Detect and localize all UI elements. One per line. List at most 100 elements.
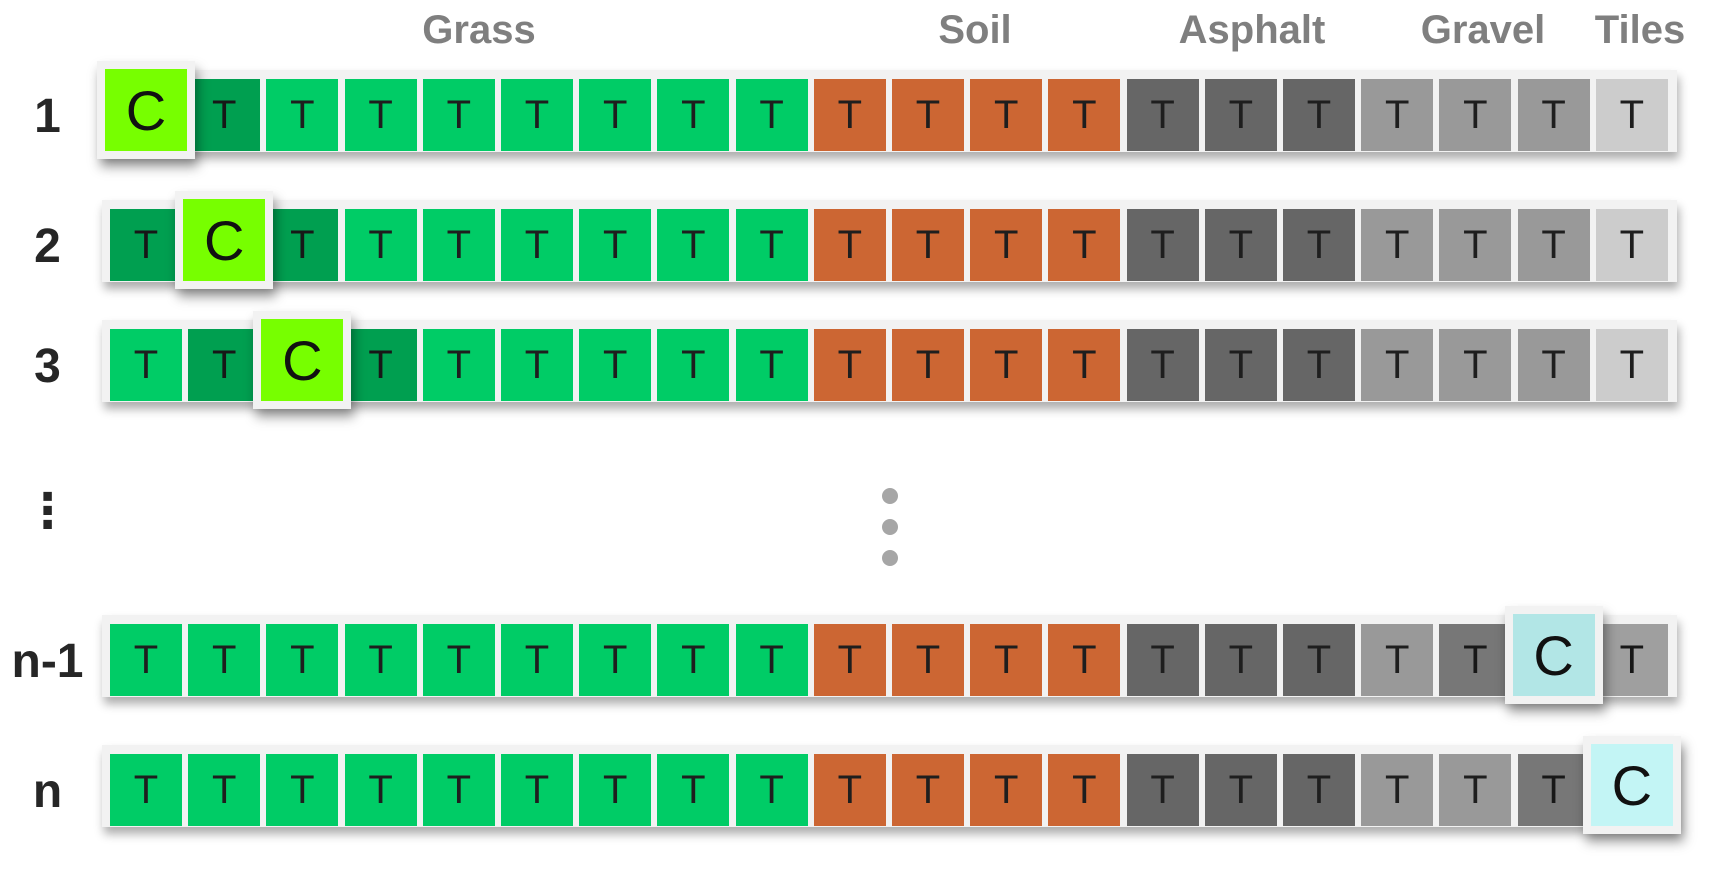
row-label: 2: [34, 220, 61, 273]
ellipsis-dot: [882, 550, 898, 566]
cell-tiles: T: [1595, 329, 1668, 401]
cell-grass: T: [344, 329, 417, 401]
cell-soil: T: [970, 209, 1043, 281]
cell-gravel: T: [1361, 209, 1434, 281]
cell-grass: T: [735, 329, 808, 401]
center-cell: C: [175, 191, 274, 289]
cell-soil: T: [813, 754, 886, 826]
cell-gravel: T: [1361, 329, 1434, 401]
cell-gravel: T: [1517, 329, 1590, 401]
row-label: 3: [34, 340, 61, 393]
cell-gravel: T: [1361, 79, 1434, 151]
cell-gravel: T: [1517, 79, 1590, 151]
vertical-ellipsis: [880, 488, 900, 568]
cell-asphalt: T: [1283, 329, 1355, 401]
cell-asphalt: T: [1283, 754, 1355, 826]
cell-soil: T: [1048, 329, 1121, 401]
cell-grass: T: [188, 754, 261, 826]
cell-grass: T: [657, 329, 730, 401]
cell-soil: T: [813, 79, 886, 151]
cell-asphalt: T: [1204, 209, 1277, 281]
cell-grass: T: [266, 209, 339, 281]
cell-gravel: T: [1517, 754, 1590, 826]
cell-soil: T: [970, 79, 1043, 151]
cell-gravel: T: [1439, 329, 1512, 401]
cell-grass: T: [501, 209, 573, 281]
cell-gravel: T: [1361, 624, 1434, 696]
cell-soil: T: [813, 209, 886, 281]
cell-grass: T: [501, 754, 573, 826]
cell-grass: T: [657, 209, 730, 281]
cell-tiles: T: [1595, 79, 1668, 151]
row-ellipsis: ⋮: [23, 485, 72, 538]
cell-grass: T: [110, 329, 182, 401]
cell-grass: T: [579, 624, 652, 696]
cell-grass: T: [188, 624, 261, 696]
cell-tiles: T: [1595, 624, 1668, 696]
header-soil: Soil: [938, 8, 1012, 52]
cell-grass: T: [110, 209, 182, 281]
cell-grass: T: [579, 329, 652, 401]
cell-asphalt: T: [1126, 754, 1199, 826]
cell-soil: T: [813, 624, 886, 696]
cell-grass: T: [657, 79, 730, 151]
center-cell: C: [1504, 606, 1603, 704]
cell-asphalt: T: [1126, 79, 1199, 151]
row-label: 1: [34, 90, 61, 143]
cell-soil: T: [892, 329, 964, 401]
cell-soil: T: [970, 754, 1043, 826]
cell-gravel: T: [1439, 624, 1512, 696]
cell-asphalt: T: [1283, 79, 1355, 151]
cell-asphalt: T: [1204, 329, 1277, 401]
cell-grass: T: [344, 624, 417, 696]
cell-asphalt: T: [1126, 329, 1199, 401]
cell-grass: T: [501, 79, 573, 151]
center-cell: C: [253, 311, 352, 409]
cell-grass: T: [579, 79, 652, 151]
cell-soil: T: [813, 329, 886, 401]
ellipsis-dot: [882, 519, 898, 535]
cell-soil: T: [892, 624, 964, 696]
cell-grass: T: [110, 754, 182, 826]
cell-asphalt: T: [1204, 624, 1277, 696]
cell-soil: T: [1048, 624, 1121, 696]
cell-grass: T: [344, 79, 417, 151]
header-asphalt: Asphalt: [1178, 8, 1326, 52]
header-gravel: Gravel: [1420, 8, 1546, 52]
cell-soil: T: [892, 79, 964, 151]
cell-gravel: T: [1361, 754, 1434, 826]
center-cell-label: C: [1512, 614, 1595, 696]
cell-grass: T: [735, 79, 808, 151]
center-cell-label: C: [1590, 744, 1673, 826]
row-label: n-1: [11, 635, 84, 688]
cell-grass: T: [110, 624, 182, 696]
cell-soil: T: [1048, 754, 1121, 826]
cell-gravel: T: [1439, 754, 1512, 826]
cell-asphalt: T: [1126, 209, 1199, 281]
header-grass: Grass: [422, 8, 536, 52]
cell-soil: T: [970, 624, 1043, 696]
cell-grass: T: [735, 209, 808, 281]
cell-asphalt: T: [1283, 624, 1355, 696]
cell-grass: T: [266, 624, 339, 696]
cell-gravel: T: [1517, 209, 1590, 281]
header-tiles: Tiles: [1594, 8, 1686, 52]
cell-grass: T: [735, 754, 808, 826]
ellipsis-dot: [882, 488, 898, 504]
cell-grass: T: [657, 754, 730, 826]
cell-soil: T: [1048, 209, 1121, 281]
cell-asphalt: T: [1283, 209, 1355, 281]
cell-tiles: T: [1595, 209, 1668, 281]
cell-grass: T: [422, 79, 495, 151]
center-cell: C: [1582, 736, 1681, 834]
cell-grass: T: [579, 754, 652, 826]
cell-gravel: T: [1439, 209, 1512, 281]
center-cell: C: [97, 61, 195, 159]
center-cell-label: C: [261, 319, 344, 401]
cell-grass: T: [266, 754, 339, 826]
cell-grass: T: [266, 79, 339, 151]
